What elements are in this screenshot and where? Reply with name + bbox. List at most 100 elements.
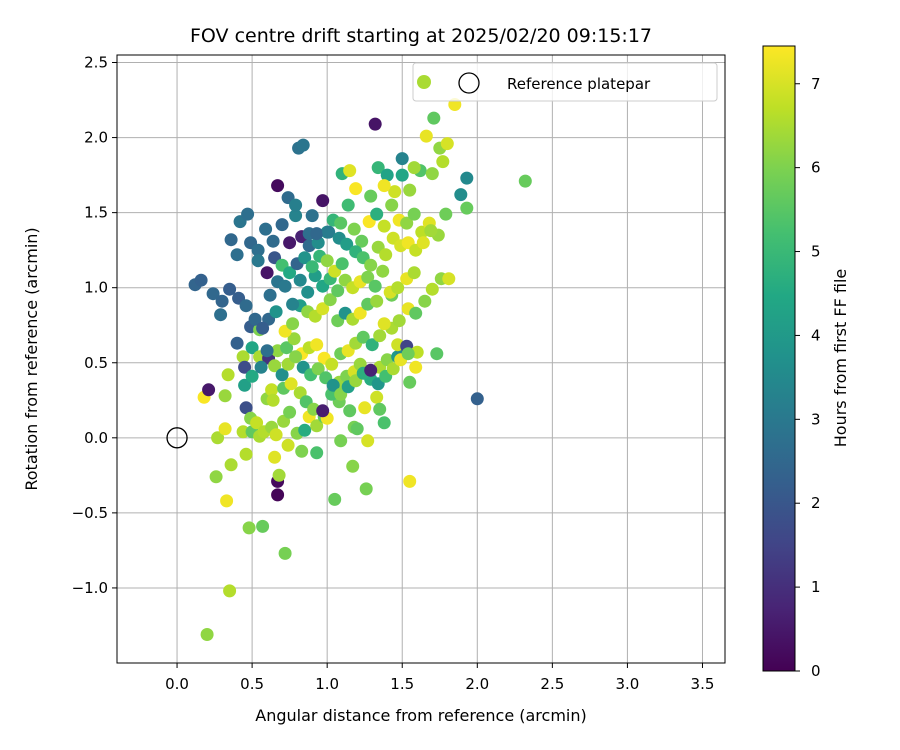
legend-box (412, 62, 718, 102)
data-point (242, 521, 256, 535)
data-point (407, 161, 421, 175)
legend: Reference platepar (412, 62, 718, 102)
x-ticks: 0.0 0.5 1.0 1.5 2.0 2.5 3.0 3.5 (165, 663, 714, 693)
data-point (254, 360, 268, 374)
data-point (436, 155, 450, 169)
data-point (400, 216, 414, 230)
data-point (418, 294, 432, 308)
plot-area-frame (116, 54, 726, 664)
data-point (209, 470, 223, 484)
data-point (364, 363, 378, 377)
y-tick-label: 0.0 (84, 429, 108, 447)
data-point (376, 264, 390, 278)
data-point (377, 317, 391, 331)
data-point (218, 422, 232, 436)
colorbar-tick-label: 3 (811, 410, 821, 428)
data-point (364, 258, 378, 272)
reference-point (166, 427, 188, 449)
data-point (245, 341, 259, 355)
data-point (361, 270, 375, 284)
data-point (310, 338, 324, 352)
data-point (211, 431, 225, 445)
data-point (322, 225, 336, 239)
data-point (206, 287, 220, 301)
data-point (238, 360, 252, 374)
data-point (283, 266, 297, 280)
y-ticks: −1.0 −0.5 0.0 0.5 1.0 1.5 2.0 2.5 (72, 54, 117, 597)
data-point (271, 488, 285, 502)
data-point (427, 111, 441, 125)
data-point (311, 362, 325, 376)
data-points (188, 98, 532, 641)
x-tick-label: 1.5 (390, 675, 414, 693)
data-point (442, 272, 456, 286)
colorbar-tick-label: 2 (811, 494, 821, 512)
data-point (340, 237, 354, 251)
x-tick-label: 3.0 (615, 675, 639, 693)
data-point (416, 236, 430, 250)
data-point (278, 546, 292, 560)
colorbar: 0 1 2 3 4 5 6 7 Hours from first FF file (762, 45, 850, 680)
data-point (275, 218, 289, 232)
grid (117, 55, 725, 663)
x-tick-label: 1.0 (315, 675, 339, 693)
data-point (295, 444, 309, 458)
data-point (386, 362, 400, 376)
data-point (385, 198, 399, 212)
data-point (388, 185, 402, 199)
data-point (301, 285, 315, 299)
data-point (419, 129, 433, 143)
data-point (377, 179, 391, 193)
data-point (287, 332, 301, 346)
data-point (346, 459, 360, 473)
x-tick-label: 3.5 (691, 675, 715, 693)
data-point (289, 350, 303, 364)
data-point (343, 164, 357, 178)
data-point (371, 161, 385, 175)
data-point (200, 628, 214, 641)
data-point (298, 251, 312, 265)
data-point (460, 201, 474, 215)
data-point (251, 243, 265, 257)
data-point (215, 294, 229, 308)
y-tick-label: 1.5 (84, 204, 108, 222)
data-point (373, 402, 387, 416)
data-point (284, 377, 298, 391)
x-tick-label: 0.0 (165, 675, 189, 693)
data-point (272, 468, 286, 482)
data-point (373, 329, 387, 343)
data-point (316, 302, 330, 316)
data-point (370, 294, 384, 308)
data-point (323, 293, 337, 307)
data-point (239, 299, 253, 313)
data-point (310, 227, 324, 241)
data-point (403, 474, 417, 488)
data-point (245, 369, 259, 383)
data-point (454, 188, 468, 202)
data-point (316, 194, 330, 208)
data-point (334, 216, 348, 230)
data-point (269, 305, 283, 319)
data-point (283, 405, 297, 419)
chart-title: FOV centre drift starting at 2025/02/20 … (190, 25, 652, 47)
data-point (407, 266, 421, 280)
data-point (289, 209, 303, 223)
data-point (305, 260, 319, 274)
colorbar-tick-label: 0 (811, 662, 821, 680)
data-point (286, 297, 300, 311)
data-point (256, 519, 270, 533)
data-point (353, 306, 367, 320)
data-point (335, 257, 349, 271)
data-point (271, 179, 285, 193)
data-point (236, 425, 250, 439)
x-axis-label: Angular distance from reference (arcmin) (255, 706, 586, 725)
data-point (236, 350, 250, 364)
data-point (250, 416, 264, 430)
data-point (407, 207, 421, 221)
legend-marker-reference (458, 72, 480, 94)
data-point (460, 171, 474, 185)
data-point (223, 282, 237, 296)
data-point (392, 314, 406, 328)
data-point (239, 447, 253, 461)
